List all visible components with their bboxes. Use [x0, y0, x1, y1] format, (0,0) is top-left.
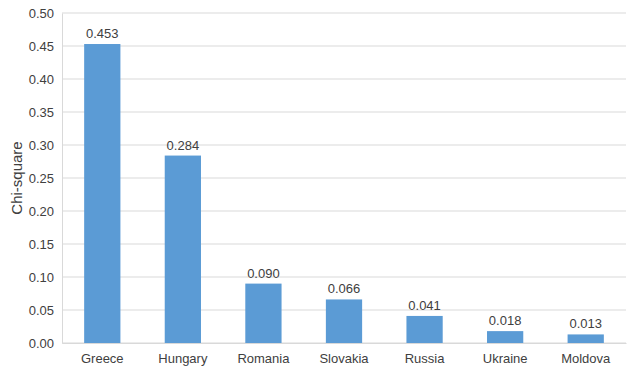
chart: 0.00 0.05 0.10 0.15 0.20 0.25 0.30 0.35 0.40 0.45…	[0, 0, 640, 384]
data-label: 0.090	[247, 266, 280, 281]
x-tick: Slovakia	[319, 343, 369, 366]
y-tick-label: 0.20	[29, 204, 54, 219]
x-tick-label: Slovakia	[319, 351, 369, 366]
y-tick-label: 0.25	[29, 171, 54, 186]
x-tick-label: Hungary	[158, 351, 208, 366]
grid-line	[62, 145, 626, 146]
bar	[406, 316, 442, 343]
x-tick: Ukraine	[483, 343, 528, 366]
grid-line	[62, 211, 626, 212]
y-tick-label: 0.15	[29, 237, 54, 252]
bar	[84, 44, 120, 343]
y-axis: 0.00 0.05 0.10 0.15 0.20 0.25 0.30 0.35 0.40 0.45…	[29, 6, 63, 351]
data-label: 0.018	[489, 313, 522, 328]
grid-line	[62, 79, 626, 80]
y-tick: 0.50	[29, 6, 62, 21]
x-tick: Romania	[237, 343, 290, 366]
data-label: 0.013	[569, 316, 602, 331]
data-label: 0.453	[86, 26, 119, 41]
y-axis-line	[62, 14, 63, 344]
y-tick: 0.00	[29, 336, 62, 351]
y-tick: 0.10	[29, 270, 62, 285]
data-label: 0.284	[167, 138, 200, 153]
y-tick-label: 0.35	[29, 105, 54, 120]
x-tick: Moldova	[561, 343, 611, 366]
y-tick: 0.15	[29, 237, 62, 252]
y-axis-title: Chi-square	[8, 141, 25, 214]
grid-line	[62, 46, 626, 47]
x-axis-line	[63, 343, 627, 344]
bar	[326, 299, 362, 343]
x-axis: Greece Hungary Romania Slovakia Russia Ukrain…	[63, 343, 627, 366]
x-tick-label: Russia	[405, 351, 446, 366]
x-tick-label: Romania	[237, 351, 290, 366]
grid-line	[62, 13, 626, 14]
bar	[165, 156, 201, 343]
plot: 0.00 0.05 0.10 0.15 0.20 0.25 0.30 0.35 0.40 0.45…	[29, 6, 627, 367]
x-tick-label: Greece	[81, 351, 124, 366]
grid-line	[62, 178, 626, 179]
x-tick: Greece	[81, 343, 124, 366]
data-labels: 0.453 0.284 0.090 0.066 0.041 0.018 0.013	[86, 26, 602, 331]
grid-line	[62, 244, 626, 245]
grid-line	[62, 277, 626, 278]
y-tick-label: 0.10	[29, 270, 54, 285]
grid	[62, 13, 626, 343]
x-tick: Russia	[405, 343, 446, 366]
y-tick: 0.45	[29, 39, 62, 54]
y-tick-label: 0.30	[29, 138, 54, 153]
y-tick: 0.05	[29, 303, 62, 318]
y-tick-label: 0.40	[29, 72, 54, 87]
bar	[245, 284, 281, 343]
y-tick: 0.30	[29, 138, 62, 153]
bars	[84, 44, 604, 343]
bar	[487, 331, 523, 343]
bar	[568, 334, 604, 343]
x-tick: Hungary	[158, 343, 208, 366]
x-tick-label: Ukraine	[483, 351, 528, 366]
data-label: 0.066	[328, 281, 361, 296]
y-tick-label: 0.00	[29, 336, 54, 351]
grid-line	[62, 112, 626, 113]
y-tick-label: 0.05	[29, 303, 54, 318]
y-tick-label: 0.50	[29, 6, 54, 21]
x-tick-label: Moldova	[561, 351, 611, 366]
y-tick: 0.20	[29, 204, 62, 219]
data-label: 0.041	[408, 298, 441, 313]
y-tick: 0.40	[29, 72, 62, 87]
y-tick: 0.35	[29, 105, 62, 120]
y-tick: 0.25	[29, 171, 62, 186]
y-tick-label: 0.45	[29, 39, 54, 54]
